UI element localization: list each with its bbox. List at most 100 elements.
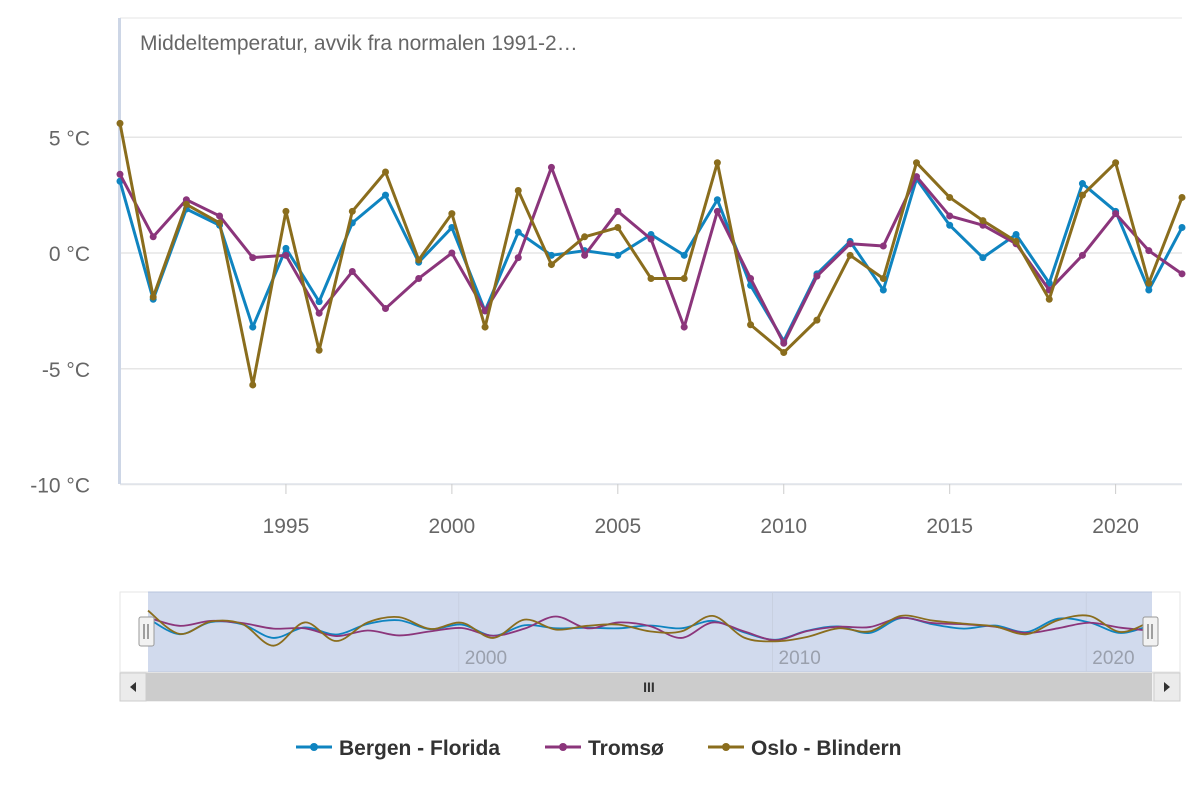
data-point[interactable]: [315, 298, 323, 306]
data-point[interactable]: [680, 251, 688, 259]
data-point[interactable]: [382, 168, 389, 176]
legend-item-oslo-blindern[interactable]: Oslo - Blindern: [708, 737, 902, 760]
data-point[interactable]: [780, 339, 788, 347]
data-point[interactable]: [780, 349, 788, 357]
data-point[interactable]: [182, 200, 190, 208]
data-point[interactable]: [282, 207, 290, 215]
data-point[interactable]: [1045, 295, 1053, 303]
data-point[interactable]: [813, 316, 821, 324]
data-point[interactable]: [315, 346, 323, 354]
data-point[interactable]: [116, 119, 124, 127]
data-point[interactable]: [581, 233, 589, 241]
handle-body[interactable]: [1142, 616, 1159, 647]
data-point[interactable]: [614, 207, 622, 215]
data-point[interactable]: [448, 210, 456, 218]
data-point[interactable]: [614, 251, 622, 259]
data-point[interactable]: [680, 323, 688, 331]
data-point[interactable]: [249, 254, 257, 262]
legend-label: Bergen - Florida: [339, 737, 500, 760]
data-point[interactable]: [514, 186, 522, 194]
data-point[interactable]: [249, 381, 257, 389]
data-point[interactable]: [282, 244, 290, 252]
legend-marker-icon: [559, 743, 567, 751]
data-point[interactable]: [647, 274, 655, 282]
data-point[interactable]: [1078, 191, 1086, 199]
data-point[interactable]: [481, 307, 489, 315]
data-point[interactable]: [149, 293, 157, 301]
data-point[interactable]: [747, 274, 755, 282]
data-point[interactable]: [913, 159, 920, 167]
data-point[interactable]: [946, 221, 954, 229]
data-point[interactable]: [1078, 251, 1086, 259]
y-axis-line: [118, 18, 121, 484]
data-point[interactable]: [713, 159, 721, 167]
data-point[interactable]: [249, 323, 257, 331]
data-point[interactable]: [747, 321, 755, 329]
series-oslo-blindern[interactable]: [116, 119, 1186, 389]
data-point[interactable]: [1078, 180, 1086, 188]
data-point[interactable]: [382, 305, 389, 313]
legend[interactable]: Bergen - Florida Tromsø Oslo - Blindern: [296, 737, 902, 760]
y-tick-label: 5 °C: [49, 127, 90, 150]
data-point[interactable]: [846, 240, 854, 248]
data-point[interactable]: [581, 251, 589, 259]
scroll-right-arrow-icon: [1164, 682, 1170, 692]
data-point[interactable]: [1145, 247, 1153, 255]
data-point[interactable]: [1012, 230, 1020, 238]
navigator-handle-left[interactable]: [138, 616, 155, 647]
data-point[interactable]: [448, 224, 456, 232]
data-point[interactable]: [282, 251, 290, 259]
handle-body[interactable]: [138, 616, 155, 647]
series-layer[interactable]: [116, 119, 1186, 389]
data-point[interactable]: [1012, 237, 1020, 245]
data-point[interactable]: [315, 309, 323, 317]
data-point[interactable]: [1145, 279, 1153, 287]
data-point[interactable]: [979, 254, 987, 262]
data-point[interactable]: [879, 274, 887, 282]
data-point[interactable]: [415, 274, 423, 282]
data-point[interactable]: [448, 249, 456, 257]
data-point[interactable]: [481, 323, 489, 331]
legend-marker-icon: [722, 743, 730, 751]
data-point[interactable]: [382, 191, 389, 199]
data-point[interactable]: [514, 254, 522, 262]
data-point[interactable]: [149, 233, 157, 241]
data-point[interactable]: [1112, 210, 1120, 218]
data-point[interactable]: [879, 242, 887, 250]
data-point[interactable]: [680, 274, 688, 282]
data-point[interactable]: [1178, 270, 1186, 278]
data-point[interactable]: [946, 212, 954, 220]
navigator[interactable]: 2000 2010 2020 III: [119, 591, 1181, 702]
data-point[interactable]: [514, 228, 522, 236]
data-point[interactable]: [216, 212, 224, 220]
legend-item-bergen-florida[interactable]: Bergen - Florida: [296, 737, 500, 760]
data-point[interactable]: [547, 261, 555, 269]
data-point[interactable]: [1145, 286, 1153, 294]
data-point[interactable]: [1112, 159, 1120, 167]
series-troms-[interactable]: [116, 163, 1186, 347]
data-point[interactable]: [979, 217, 987, 225]
data-point[interactable]: [946, 193, 954, 201]
data-point[interactable]: [547, 163, 555, 171]
data-point[interactable]: [913, 173, 920, 181]
scrollbar-thumb[interactable]: [146, 673, 1152, 701]
navigator-handle-right[interactable]: [1142, 616, 1159, 647]
series-line[interactable]: [118, 177, 1184, 343]
data-point[interactable]: [713, 196, 721, 204]
data-point[interactable]: [1045, 279, 1053, 287]
data-point[interactable]: [879, 286, 887, 294]
data-point[interactable]: [713, 207, 721, 215]
data-point[interactable]: [813, 272, 821, 280]
series-line[interactable]: [118, 123, 1184, 387]
data-point[interactable]: [647, 235, 655, 243]
data-point[interactable]: [1178, 193, 1186, 201]
data-point[interactable]: [348, 207, 356, 215]
data-point[interactable]: [1178, 224, 1186, 232]
data-point[interactable]: [415, 256, 423, 264]
data-point[interactable]: [216, 219, 224, 227]
data-point[interactable]: [614, 224, 622, 232]
data-point[interactable]: [846, 251, 854, 259]
legend-item-troms-[interactable]: Tromsø: [545, 737, 664, 760]
data-point[interactable]: [348, 268, 356, 276]
data-point[interactable]: [116, 170, 124, 178]
